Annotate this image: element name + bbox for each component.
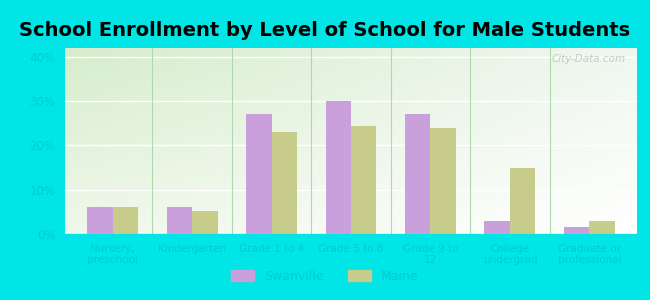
Bar (564, 227, 590, 234)
Bar (246, 114, 272, 234)
Legend: Swanville, Maine: Swanville, Maine (226, 265, 424, 288)
Bar (192, 211, 218, 234)
Bar (272, 132, 297, 234)
Bar (484, 221, 510, 234)
Bar (166, 206, 192, 234)
Bar (351, 125, 376, 234)
Text: School Enrollment by Level of School for Male Students: School Enrollment by Level of School for… (20, 21, 630, 40)
Bar (510, 168, 536, 234)
Bar (112, 207, 138, 234)
Bar (405, 114, 430, 234)
Bar (430, 128, 456, 234)
Text: City-Data.com: City-Data.com (551, 54, 625, 64)
Bar (326, 101, 351, 234)
Bar (590, 221, 615, 234)
Bar (87, 207, 112, 234)
